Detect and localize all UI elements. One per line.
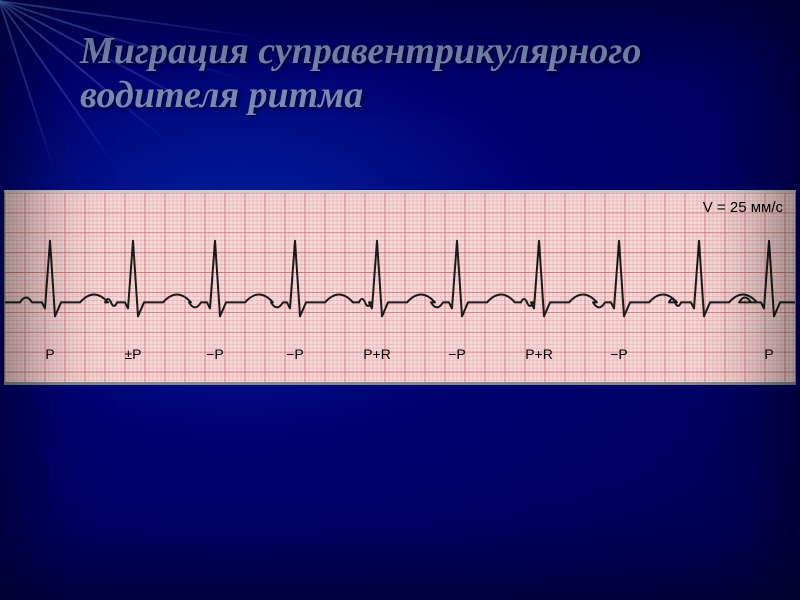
beat-label: P — [764, 346, 773, 362]
beat-label: P — [45, 346, 54, 362]
slide-title: Миграция суправентрикулярного водителя р… — [80, 30, 760, 117]
ecg-strip: V = 25 мм/с P ±P −P −P P+R −P P+R −P P — [4, 190, 796, 385]
beat-label: −P — [610, 346, 628, 362]
beat-label: −P — [448, 346, 466, 362]
beat-label: P+R — [363, 346, 391, 362]
beat-label: −P — [206, 346, 224, 362]
beat-label: −P — [286, 346, 304, 362]
beat-label: ±P — [124, 346, 141, 362]
beat-label: P+R — [525, 346, 553, 362]
speed-label: V = 25 мм/с — [703, 199, 783, 216]
